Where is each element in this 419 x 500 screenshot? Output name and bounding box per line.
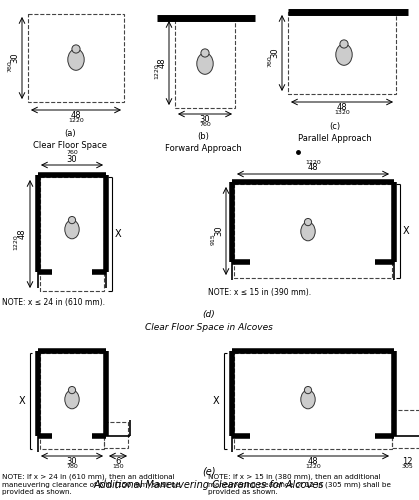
Text: NOTE: If x > 24 in (610 mm), then an additional
maneuvering clearance of 6 in (1: NOTE: If x > 24 in (610 mm), then an add…	[2, 474, 180, 495]
Circle shape	[340, 40, 348, 48]
Text: 760: 760	[267, 55, 272, 67]
Bar	[392, 410, 419, 448]
Text: 48: 48	[18, 228, 26, 239]
Circle shape	[304, 386, 312, 394]
Ellipse shape	[68, 49, 84, 70]
Text: (a)
Clear Floor Space: (a) Clear Floor Space	[33, 129, 107, 150]
Text: (b)
Forward Approach: (b) Forward Approach	[165, 132, 241, 153]
Circle shape	[68, 386, 75, 394]
Circle shape	[68, 216, 75, 224]
Text: 1320: 1320	[334, 110, 350, 116]
Ellipse shape	[336, 44, 352, 66]
Ellipse shape	[197, 53, 213, 74]
Text: 1220: 1220	[155, 63, 160, 79]
Ellipse shape	[65, 220, 79, 239]
Text: NOTE: x ≤ 24 in (610 mm).: NOTE: x ≤ 24 in (610 mm).	[2, 298, 105, 307]
Bar	[234, 184, 392, 278]
Ellipse shape	[65, 390, 79, 409]
Text: 1220: 1220	[305, 160, 321, 164]
Text: NOTE: x ≤ 15 in (390 mm).: NOTE: x ≤ 15 in (390 mm).	[208, 288, 311, 297]
Text: 30: 30	[67, 154, 78, 164]
Text: 30: 30	[67, 458, 78, 466]
Text: X: X	[19, 396, 25, 406]
Bar	[28, 14, 124, 102]
Text: 760: 760	[8, 60, 13, 72]
Text: NOTE: If x > 15 in (380 mm), then an additional
maneuvering clearance of 12 in (: NOTE: If x > 15 in (380 mm), then an add…	[208, 474, 391, 495]
Text: X: X	[115, 229, 122, 239]
Text: 760: 760	[199, 122, 211, 128]
Text: 12: 12	[402, 458, 412, 466]
Text: 48: 48	[308, 164, 318, 172]
Text: 48: 48	[158, 58, 166, 68]
Ellipse shape	[301, 390, 315, 409]
Text: 30: 30	[10, 52, 20, 64]
Text: 1220: 1220	[68, 118, 84, 124]
Text: 48: 48	[308, 458, 318, 466]
Text: 48: 48	[71, 112, 81, 120]
Bar	[40, 177, 104, 291]
Text: (e)
Additional Maneuvering Clearances for Alcoves: (e) Additional Maneuvering Clearances fo…	[94, 466, 324, 490]
Text: X: X	[213, 396, 219, 406]
Text: 1220: 1220	[305, 464, 321, 469]
Bar	[234, 353, 392, 449]
Bar	[288, 12, 396, 94]
Text: 915: 915	[210, 233, 215, 245]
Text: 6: 6	[115, 458, 121, 466]
Circle shape	[304, 218, 312, 226]
Text: (c)
Parallel Approach: (c) Parallel Approach	[298, 122, 372, 143]
Text: 30: 30	[200, 116, 210, 124]
Text: 305: 305	[401, 464, 413, 469]
Bar	[40, 353, 104, 449]
Bar	[175, 18, 235, 108]
Text: 30: 30	[215, 226, 223, 236]
Circle shape	[72, 45, 80, 53]
Text: 780: 780	[66, 464, 78, 469]
Text: 760: 760	[66, 150, 78, 156]
Text: 30: 30	[271, 48, 279, 58]
Text: 48: 48	[337, 104, 347, 112]
Ellipse shape	[301, 222, 315, 241]
Text: X: X	[403, 226, 409, 236]
Circle shape	[201, 49, 209, 57]
Bar	[104, 422, 128, 448]
Text: 150: 150	[112, 464, 124, 469]
Text: 1220: 1220	[13, 234, 18, 250]
Text: (d)
Clear Floor Space in Alcoves: (d) Clear Floor Space in Alcoves	[145, 310, 273, 332]
